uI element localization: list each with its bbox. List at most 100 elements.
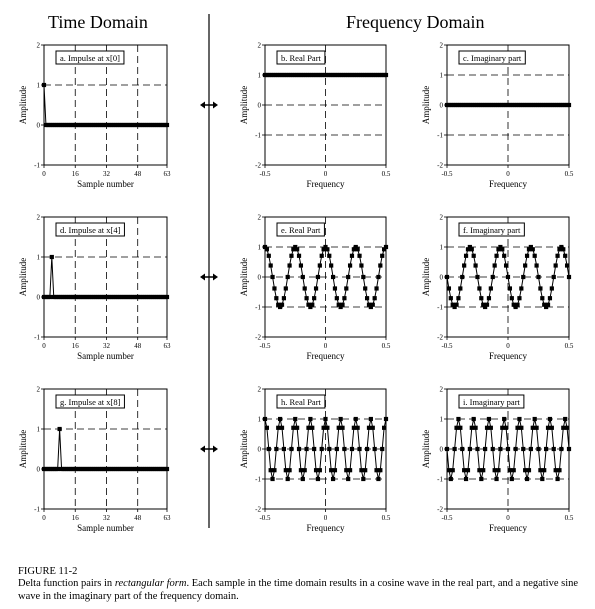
x-tick-label: 48 — [134, 342, 142, 350]
data-point — [460, 446, 465, 452]
data-point — [313, 468, 319, 473]
data-point — [295, 247, 300, 252]
data-point — [462, 468, 467, 473]
data-point — [488, 286, 493, 291]
data-point — [361, 476, 366, 482]
data-point — [313, 286, 319, 291]
panel-label: g. Impulse at x[8] — [60, 397, 121, 407]
y-tick-label: 2 — [440, 214, 444, 222]
data-point — [530, 425, 535, 430]
data-point — [448, 296, 453, 301]
panel-label-box — [55, 394, 125, 409]
double-arrow-icon — [200, 445, 218, 453]
y-tick-label: -2 — [437, 334, 443, 342]
data-point — [270, 476, 275, 482]
data-point — [486, 416, 492, 422]
data-point — [545, 302, 551, 307]
y-tick-label: 0 — [440, 102, 444, 110]
data-point — [329, 263, 334, 268]
data-point — [383, 244, 389, 250]
data-point — [353, 244, 358, 250]
plot-frame — [43, 44, 168, 166]
data-point — [547, 296, 553, 301]
data-point — [463, 476, 469, 482]
y-tick-label: -1 — [255, 476, 261, 484]
y-tick-label: 2 — [37, 42, 41, 50]
panel-label-box — [276, 394, 326, 409]
y-tick-label: 2 — [37, 214, 41, 222]
x-tick-label: -0.5 — [259, 514, 271, 522]
data-point — [532, 253, 537, 258]
data-point — [359, 468, 364, 473]
y-tick-label: -1 — [255, 132, 261, 140]
x-tick-label: 0 — [506, 514, 510, 522]
data-point — [295, 425, 300, 430]
x-tick-label: 48 — [134, 514, 142, 522]
data-point — [524, 253, 530, 258]
data-point — [315, 274, 321, 280]
data-point — [342, 296, 347, 301]
y-tick-label: 1 — [37, 426, 41, 434]
data-point — [281, 446, 287, 452]
caption-text: Delta function pairs in rectangular form… — [18, 578, 588, 603]
data-point — [538, 468, 543, 473]
y-tick-label: 2 — [258, 214, 262, 222]
data-point — [559, 446, 564, 452]
data-point — [444, 446, 450, 452]
data-point — [490, 274, 495, 280]
panel-label: i. Imaginary part — [463, 397, 521, 407]
caption-text-italic: rectangular form — [114, 578, 187, 590]
data-point — [361, 274, 366, 280]
data-point — [363, 468, 368, 473]
series-line — [44, 428, 167, 470]
data-point — [374, 468, 379, 473]
data-point — [477, 468, 482, 473]
data-point — [446, 286, 452, 291]
data-point — [559, 244, 564, 250]
data-point — [291, 425, 296, 430]
x-tick-label: 0 — [42, 170, 46, 178]
data-point — [298, 263, 304, 268]
arrow-head-left — [200, 445, 205, 453]
data-point — [566, 102, 572, 108]
data-point — [368, 416, 373, 422]
y-tick-label: -1 — [437, 304, 443, 312]
y-tick-label: 1 — [258, 416, 262, 424]
data-point — [293, 416, 298, 422]
panel-label: f. Imaginary part — [463, 225, 521, 235]
x-tick-label: 0 — [506, 342, 510, 350]
data-point — [486, 296, 492, 301]
data-point — [519, 286, 524, 291]
data-point — [372, 446, 377, 452]
data-point — [308, 304, 313, 310]
x-tick-label: 0.5 — [565, 170, 574, 178]
data-point — [513, 446, 518, 452]
data-point — [296, 253, 302, 258]
y-tick-label: -2 — [255, 162, 261, 170]
data-point — [372, 296, 377, 301]
data-point — [325, 425, 330, 430]
y-axis-label: Amplitude — [239, 86, 249, 125]
data-point — [456, 416, 461, 422]
data-point — [563, 253, 568, 258]
data-point — [327, 446, 332, 452]
data-point — [281, 296, 287, 301]
x-axis-label: Frequency — [307, 351, 345, 361]
y-tick-label: 2 — [440, 386, 444, 394]
data-point — [376, 476, 381, 482]
data-point — [262, 416, 268, 422]
data-point — [503, 425, 509, 430]
data-point — [450, 468, 455, 473]
data-point — [523, 468, 528, 473]
chart-c: -0.5 0 0.5 -2 -1 0 1 2 Frequency Amplitude c. Imag… — [421, 42, 574, 190]
caption-text-end: . Each sample in the time domain results… — [18, 578, 579, 602]
data-point — [473, 263, 478, 268]
data-point — [310, 425, 315, 430]
data-point — [336, 425, 341, 430]
y-tick-label: 0 — [440, 446, 444, 454]
x-tick-label: 0.5 — [565, 342, 574, 350]
data-point — [315, 476, 321, 482]
